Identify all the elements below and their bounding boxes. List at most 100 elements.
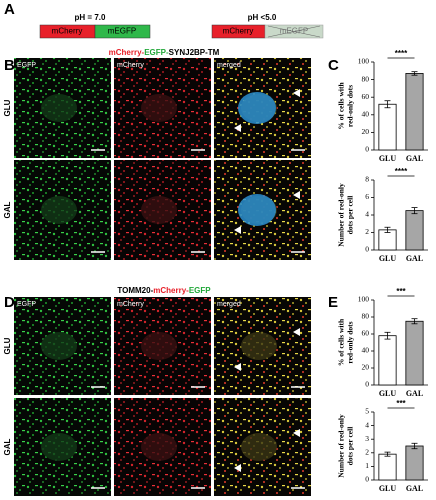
image-panel-title: mCherry-EGFP-SYNJ2BP-TM — [109, 48, 220, 57]
y-tick-label: 2 — [365, 227, 369, 236]
column-label: EGFP — [17, 62, 36, 69]
significance: *** — [396, 399, 406, 408]
panel-letter: B — [4, 57, 15, 74]
cell-body — [141, 94, 177, 122]
nucleus — [238, 194, 276, 226]
y-tick-label: 0 — [365, 245, 369, 254]
column-label: mCherry — [117, 301, 144, 308]
row-label: GLU — [3, 337, 12, 354]
x-tick-label: GAL — [406, 154, 423, 163]
schematic-label: pH = 7.0 — [75, 13, 106, 22]
y-tick-label: 0 — [365, 145, 369, 154]
y-tick-label: 2 — [365, 448, 369, 457]
title-part: EGFP- — [144, 48, 169, 57]
y-axis-label: % of cells with — [337, 318, 346, 366]
y-tick-label: 80 — [362, 74, 370, 83]
column-label: merged — [217, 62, 241, 69]
panel-letter: E — [328, 294, 338, 311]
x-tick-label: GAL — [406, 484, 423, 493]
y-tick-label: 6 — [365, 192, 369, 201]
cell-body — [241, 433, 277, 461]
schematic-part: mEGFP — [280, 27, 308, 36]
image-panel-title: TOMM20-mCherry-EGFP — [117, 286, 211, 295]
title-part: TOMM20- — [117, 286, 153, 295]
y-tick-label: 20 — [362, 127, 370, 136]
arrowhead — [293, 89, 300, 97]
column-label: EGFP — [17, 301, 36, 308]
arrowhead — [234, 363, 241, 371]
panel-letter: D — [4, 294, 15, 311]
significance: *** — [396, 287, 406, 296]
y-axis-label: Number of red-only — [337, 183, 346, 247]
cell-body — [141, 433, 177, 461]
y-tick-label: 5 — [365, 407, 369, 416]
bar — [405, 73, 424, 151]
y-axis-label: dots per cell — [346, 196, 355, 235]
significance: **** — [395, 49, 408, 58]
schematic-label: pH <5.0 — [248, 13, 277, 22]
cell-body — [41, 332, 77, 360]
y-tick-label: 100 — [358, 295, 370, 304]
column-label: merged — [217, 301, 241, 308]
schematic-part: mEGFP — [108, 27, 136, 36]
y-tick-label: 60 — [362, 92, 370, 101]
bar — [405, 320, 424, 386]
y-tick-label: 80 — [362, 312, 370, 321]
bar — [378, 335, 397, 386]
x-tick-label: GAL — [406, 389, 423, 398]
cell-body — [41, 433, 77, 461]
bar — [378, 453, 397, 481]
x-tick-label: GAL — [406, 254, 423, 263]
x-tick-label: GLU — [379, 389, 397, 398]
megfp-box — [94, 24, 151, 39]
arrowhead — [234, 464, 241, 472]
nucleus — [238, 92, 276, 124]
y-tick-label: 8 — [365, 175, 369, 184]
x-tick-label: GLU — [379, 154, 397, 163]
y-tick-label: 100 — [358, 57, 370, 66]
row-label: GAL — [3, 201, 12, 218]
x-tick-label: GLU — [379, 484, 397, 493]
y-tick-label: 4 — [365, 420, 369, 429]
y-tick-label: 20 — [362, 363, 370, 372]
panel-letter: A — [4, 1, 15, 18]
row-label: GLU — [3, 99, 12, 116]
y-axis-label: red-only dots — [346, 85, 355, 127]
row-label: GAL — [3, 438, 12, 455]
y-tick-label: 0 — [365, 475, 369, 484]
x-tick-label: GLU — [379, 254, 397, 263]
title-part: SYNJ2BP-TM — [169, 48, 220, 57]
y-tick-label: 60 — [362, 329, 370, 338]
title-part: mCherry- — [153, 286, 189, 295]
cell-body — [41, 196, 77, 224]
arrowhead — [293, 328, 300, 336]
title-part: mCherry- — [109, 48, 145, 57]
schematic-part: mCherry — [52, 27, 83, 36]
y-axis-label: red-only dots — [346, 321, 355, 363]
y-tick-label: 3 — [365, 434, 369, 443]
y-tick-label: 4 — [365, 210, 369, 219]
y-axis-label: Number of red-only — [337, 414, 346, 478]
bar — [378, 103, 397, 151]
cell-body — [41, 94, 77, 122]
arrowhead — [234, 226, 241, 234]
arrowhead — [293, 429, 300, 437]
title-part: EGFP — [189, 286, 211, 295]
schematic-part: mCherry — [223, 27, 254, 36]
y-tick-label: 1 — [365, 461, 369, 470]
column-label: mCherry — [117, 62, 144, 69]
significance: **** — [395, 167, 408, 176]
panel-letter: C — [328, 57, 339, 74]
y-tick-label: 40 — [362, 110, 370, 119]
y-tick-label: 40 — [362, 346, 370, 355]
bar — [405, 445, 424, 481]
bar — [405, 210, 424, 251]
cell-body — [241, 332, 277, 360]
cross-line — [267, 25, 321, 38]
arrowhead — [293, 191, 300, 199]
y-tick-label: 0 — [365, 380, 369, 389]
cell-body — [141, 332, 177, 360]
cell-body — [141, 196, 177, 224]
arrowhead — [234, 124, 241, 132]
